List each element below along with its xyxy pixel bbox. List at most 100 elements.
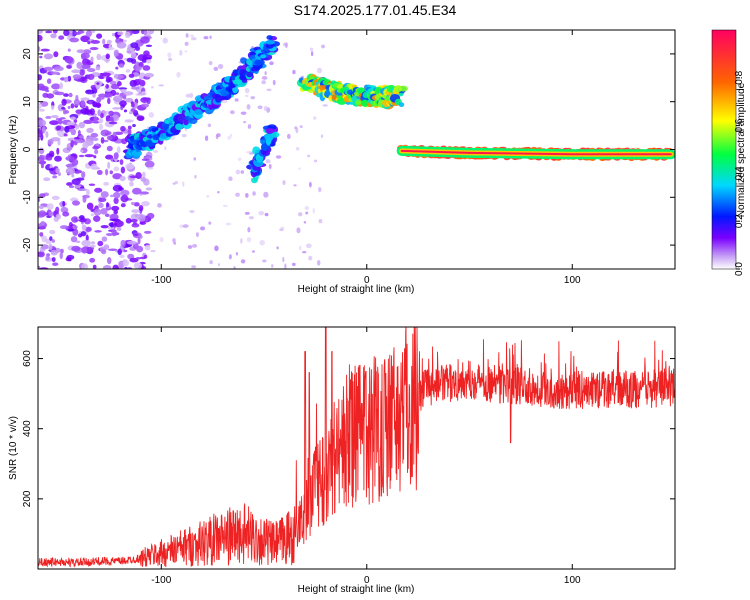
noise-speckle [146, 97, 151, 105]
noise-speckle [261, 80, 266, 85]
noise-speckle [41, 126, 46, 134]
x-tick-label: -100 [151, 575, 171, 586]
noise-speckle [128, 111, 134, 115]
noise-speckle [157, 203, 162, 208]
noise-speckle [235, 192, 240, 197]
noise-speckle [240, 259, 246, 264]
noise-speckle [129, 175, 139, 179]
noise-speckle [120, 125, 126, 132]
noise-speckle [49, 120, 59, 126]
noise-speckle [46, 203, 54, 210]
noise-speckle [138, 216, 146, 222]
noise-speckle [74, 124, 80, 130]
noise-speckle [283, 42, 287, 47]
noise-speckle [109, 218, 120, 222]
spectral-blob [246, 71, 254, 78]
noise-speckle [79, 69, 85, 76]
noise-speckle [85, 30, 92, 38]
noise-speckle [92, 93, 96, 98]
noise-speckle [130, 102, 135, 108]
noise-speckle [45, 155, 53, 161]
noise-speckle [136, 78, 142, 82]
noise-speckle [298, 167, 301, 170]
spectral-blob [265, 128, 275, 134]
colorbar-tick-label: 0.2 [734, 214, 745, 228]
noise-speckle [58, 172, 62, 177]
spectral-blob [232, 69, 239, 75]
noise-speckle [144, 230, 152, 234]
noise-speckle [101, 249, 107, 255]
noise-speckle [139, 221, 147, 225]
snr-series-line [38, 327, 675, 568]
noise-speckle [105, 84, 110, 89]
noise-speckle [100, 191, 109, 198]
y-tick-label: 600 [22, 350, 33, 367]
noise-speckle [66, 182, 73, 186]
noise-speckle [40, 220, 46, 226]
spectrogram-x-ticks: -100 0 100 [151, 30, 581, 286]
noise-speckle [97, 118, 104, 124]
noise-speckle [59, 252, 63, 260]
noise-speckle [127, 125, 132, 130]
noise-speckle [146, 212, 155, 220]
noise-speckle [40, 48, 50, 52]
noise-speckle [130, 52, 137, 59]
noise-speckle [51, 257, 56, 263]
noise-speckle [90, 84, 97, 90]
noise-speckle [141, 158, 150, 162]
noise-speckle [38, 251, 45, 258]
noise-speckle [38, 133, 43, 138]
noise-speckle [252, 191, 256, 196]
noise-speckle [106, 145, 113, 152]
noise-speckle [135, 256, 141, 260]
noise-speckle [321, 44, 325, 49]
noise-speckle [73, 118, 78, 123]
noise-speckle [125, 119, 133, 123]
spectral-blob [254, 59, 265, 66]
noise-speckle [93, 116, 98, 123]
spectrogram-y-ticks: -20 -10 0 10 20 [22, 48, 675, 252]
noise-speckle [39, 55, 43, 59]
snr-y-ticks: 200 400 600 [22, 350, 675, 507]
noise-speckle [250, 96, 255, 100]
noise-speckle [118, 63, 125, 68]
noise-speckle [64, 110, 70, 114]
noise-speckle [94, 149, 99, 155]
spectral-blob [260, 143, 269, 151]
noise-speckle [70, 236, 78, 243]
noise-speckle [113, 152, 119, 160]
noise-speckle [131, 30, 140, 34]
noise-speckle [120, 166, 126, 174]
noise-speckle [71, 69, 81, 74]
noise-speckle [296, 227, 301, 234]
noise-speckle [316, 67, 323, 74]
noise-speckle [148, 112, 155, 118]
noise-speckle [100, 208, 108, 215]
noise-speckle [72, 74, 82, 80]
colorbar-tick-label: 0.8 [734, 70, 745, 84]
noise-speckle [131, 209, 141, 213]
noise-speckle [63, 93, 69, 97]
noise-speckle [133, 202, 140, 207]
noise-speckle [83, 119, 93, 125]
noise-speckle [45, 131, 49, 138]
noise-speckle [123, 91, 134, 96]
figure-title: S174.2025.177.01.45.E34 [294, 2, 457, 18]
noise-speckle [81, 239, 91, 247]
noise-speckle [80, 97, 90, 101]
zero-band-core [400, 149, 672, 156]
noise-speckle [65, 167, 76, 175]
noise-speckle [68, 185, 75, 189]
noise-speckle [86, 127, 94, 134]
noise-speckle [119, 100, 127, 107]
noise-speckle [133, 233, 139, 237]
noise-speckle [100, 224, 109, 229]
noise-speckle [92, 137, 99, 142]
noise-speckle [99, 123, 104, 131]
noise-speckle [130, 218, 138, 223]
noise-speckle [195, 232, 199, 238]
noise-speckle [233, 266, 236, 269]
noise-speckle [38, 103, 43, 109]
colorbar-ticks: 0.0 0.2 0.4 0.6 0.8 [734, 70, 745, 276]
noise-speckle [81, 224, 87, 231]
